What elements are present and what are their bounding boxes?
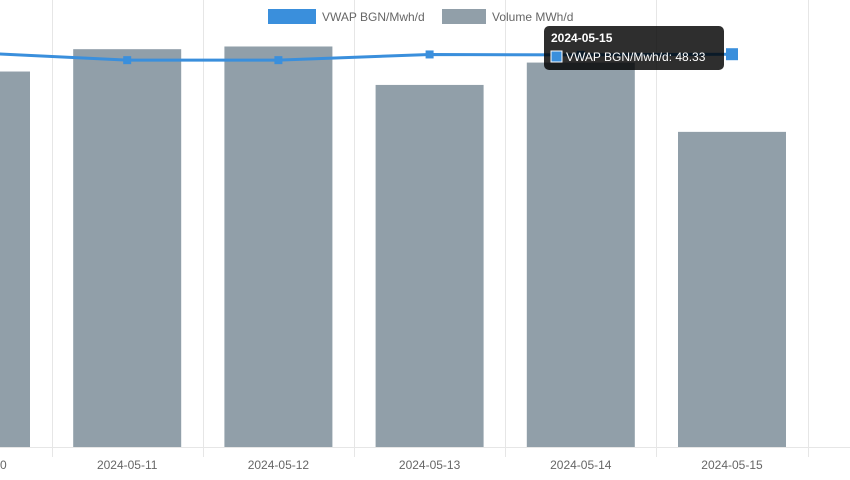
volume-bar[interactable]: [0, 71, 30, 448]
legend-label-volume: Volume MWh/d: [492, 10, 573, 24]
x-tick-label: 2024-05-14: [550, 458, 612, 472]
volume-bar[interactable]: [375, 84, 484, 448]
volume-bar[interactable]: [678, 131, 786, 448]
volume-bar[interactable]: [73, 49, 182, 448]
vwap-point[interactable]: [726, 48, 738, 61]
vwap-point[interactable]: [274, 56, 283, 65]
legend-swatch-volume: [442, 9, 486, 24]
x-tick-label: 2024-05-15: [701, 458, 763, 472]
vwap-point[interactable]: [123, 56, 132, 65]
legend-label-vwap: VWAP BGN/Mwh/d: [322, 10, 425, 24]
x-tick-label: 0: [0, 458, 7, 472]
x-tick-label: 2024-05-11: [97, 458, 158, 472]
grid: [0, 0, 850, 457]
volume-bars: [0, 46, 786, 448]
x-tick-label: 2024-05-12: [248, 458, 310, 472]
legend-item-volume[interactable]: Volume MWh/d: [442, 9, 573, 24]
volume-bar[interactable]: [526, 62, 635, 448]
volume-bar[interactable]: [224, 46, 333, 447]
tooltip-background: [544, 26, 724, 70]
tooltip-swatch: [550, 50, 563, 63]
legend: VWAP BGN/Mwh/d Volume MWh/d: [268, 9, 573, 24]
legend-swatch-vwap: [268, 9, 316, 24]
legend-item-vwap[interactable]: VWAP BGN/Mwh/d: [268, 9, 425, 24]
tooltip-label: VWAP BGN/Mwh/d: 48.33: [566, 50, 706, 64]
tooltip: 2024-05-15 VWAP BGN/Mwh/d: 48.33: [544, 26, 724, 70]
vwap-point[interactable]: [425, 50, 434, 59]
x-tick-label: 2024-05-13: [399, 458, 461, 472]
x-axis: 0 2024-05-11 2024-05-12 2024-05-13 2024-05-1…: [0, 447, 763, 472]
tooltip-title: 2024-05-15: [551, 31, 613, 45]
